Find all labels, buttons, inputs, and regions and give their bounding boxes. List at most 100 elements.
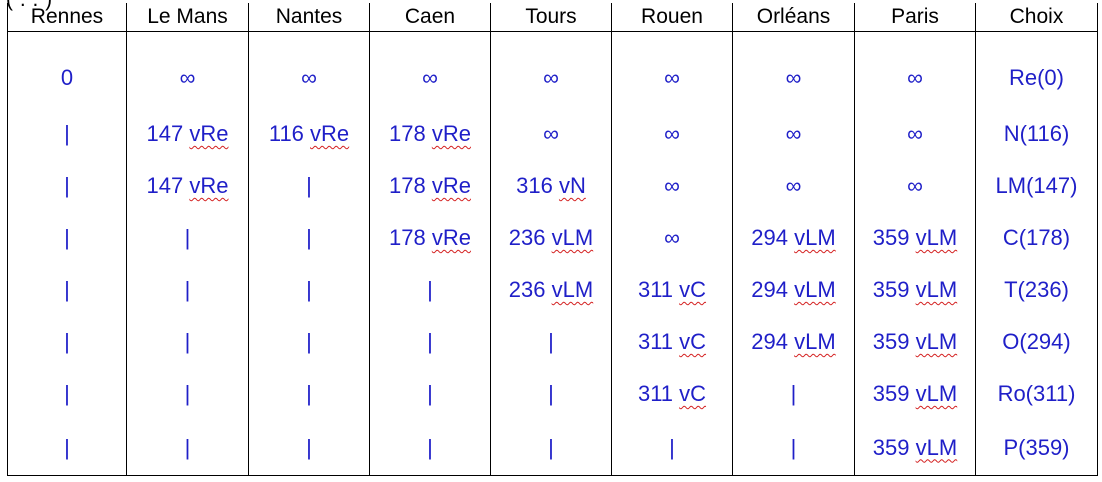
distance-value: 359 vLM <box>873 225 957 250</box>
dijkstra-table: Rennes Le Mans Nantes Caen Tours Rouen O… <box>7 3 1098 476</box>
distance-number: 294 <box>751 225 795 250</box>
distance-number: 147 <box>146 121 190 146</box>
infinity-value: ∞ <box>907 173 923 198</box>
cell-rouen: | <box>611 420 733 476</box>
cell-caen: | <box>369 264 491 316</box>
cell-nantes: | <box>248 160 370 212</box>
cell-caen: | <box>369 420 491 476</box>
settled-marker: | <box>427 277 433 302</box>
cell-caen: | <box>369 368 491 420</box>
cell-le-mans: | <box>126 368 249 420</box>
cell-orleans: ∞ <box>732 160 855 212</box>
distance-value: 0 <box>60 65 74 90</box>
settled-marker: | <box>790 434 797 460</box>
settled-marker: | <box>184 277 191 302</box>
cell-choix: T(236) <box>975 264 1098 316</box>
cell-choix: Ro(311) <box>975 368 1098 420</box>
table-row: | 147 vRe 116 vRe 178 vRe ∞ ∞ ∞ ∞ N(116) <box>7 108 1098 160</box>
cell-paris: 359 vLM <box>854 264 976 316</box>
settled-marker: | <box>64 381 70 406</box>
choice-value: P(359) <box>1003 434 1070 460</box>
distance-number: 359 <box>872 381 916 406</box>
distance-number: 294 <box>751 277 795 302</box>
distance-number: 359 <box>872 434 916 460</box>
predecessor-label: vRe <box>310 121 350 146</box>
distance-number: 294 <box>751 329 795 354</box>
infinity-value: ∞ <box>664 173 680 198</box>
settled-marker: | <box>184 329 191 354</box>
col-header-orleans: Orléans <box>732 3 855 32</box>
choice-value: N(116) <box>1003 121 1070 146</box>
predecessor-label: vLM <box>915 434 958 460</box>
cell-caen: 178 vRe <box>369 160 491 212</box>
settled-marker: | <box>427 329 433 354</box>
predecessor-label: vRe <box>431 225 471 250</box>
col-header-caen: Caen <box>369 3 491 32</box>
infinity-value: ∞ <box>785 173 802 198</box>
distance-number: 178 <box>389 225 432 250</box>
cell-le-mans: | <box>126 316 249 368</box>
cell-nantes: | <box>248 264 370 316</box>
predecessor-label: vLM <box>915 329 958 354</box>
settled-marker: | <box>184 434 191 460</box>
predecessor-label: vN <box>558 173 586 198</box>
table-row: 0 ∞ ∞ ∞ ∞ ∞ ∞ ∞ Re(0) <box>7 31 1098 108</box>
distance-number: 359 <box>872 225 916 250</box>
settled-marker: | <box>427 434 433 460</box>
settled-marker: | <box>64 173 70 198</box>
cell-le-mans: ∞ <box>126 31 249 108</box>
distance-number: 359 <box>872 329 916 354</box>
cell-orleans: 294 vLM <box>732 316 855 368</box>
cell-nantes: ∞ <box>248 31 370 108</box>
settled-marker: | <box>306 277 312 302</box>
cell-rennes: | <box>7 160 127 212</box>
cell-caen: ∞ <box>369 31 491 108</box>
distance-value: 236 vLM <box>509 225 593 250</box>
cell-choix: P(359) <box>975 420 1098 476</box>
choice-value: T(236) <box>1004 277 1069 302</box>
infinity-value: ∞ <box>543 65 559 90</box>
settled-marker: | <box>306 381 312 406</box>
cell-choix: LM(147) <box>975 160 1098 212</box>
cell-orleans: ∞ <box>732 31 855 108</box>
table-row: | 147 vRe | 178 vRe 316 vN ∞ ∞ ∞ LM(147) <box>7 160 1098 212</box>
cell-rouen: ∞ <box>611 108 733 160</box>
cell-rennes: | <box>7 212 127 264</box>
predecessor-label: vC <box>679 329 707 354</box>
settled-marker: | <box>184 225 191 250</box>
col-header-paris: Paris <box>854 3 976 32</box>
cell-le-mans: | <box>126 264 249 316</box>
cell-rennes: | <box>7 316 127 368</box>
predecessor-label: vLM <box>915 277 958 302</box>
cell-rouen: 311 vC <box>611 316 733 368</box>
distance-value: 316 vN <box>516 173 586 198</box>
distance-value: 116 vRe <box>269 121 349 146</box>
cell-nantes: | <box>248 368 370 420</box>
cell-paris: 359 vLM <box>854 316 976 368</box>
settled-marker: | <box>669 434 675 460</box>
infinity-value: ∞ <box>301 65 317 90</box>
distance-value: 178 vRe <box>389 225 471 250</box>
cell-choix: O(294) <box>975 316 1098 368</box>
cell-rennes: 0 <box>7 31 127 108</box>
cell-le-mans: 147 vRe <box>126 108 249 160</box>
distance-value: 311 vC <box>638 329 706 354</box>
cell-rennes: | <box>7 420 127 476</box>
distance-value: 294 vLM <box>751 277 835 302</box>
cell-tours: 316 vN <box>490 160 612 212</box>
choice-value: Ro(311) <box>997 381 1076 406</box>
infinity-value: ∞ <box>907 121 923 146</box>
cell-rouen: ∞ <box>611 212 733 264</box>
col-header-choix: Choix <box>975 3 1098 32</box>
cell-paris: ∞ <box>854 160 976 212</box>
settled-marker: | <box>548 329 554 354</box>
predecessor-label: vC <box>679 381 707 406</box>
choice-value: Re(0) <box>1008 65 1064 90</box>
settled-marker: | <box>64 225 70 250</box>
distance-value: 236 vLM <box>509 277 593 302</box>
settled-marker: | <box>184 381 191 406</box>
cell-le-mans: 147 vRe <box>126 160 249 212</box>
cell-caen: 178 vRe <box>369 212 491 264</box>
cell-paris: 359 vLM <box>854 212 976 264</box>
cell-nantes: | <box>248 316 370 368</box>
